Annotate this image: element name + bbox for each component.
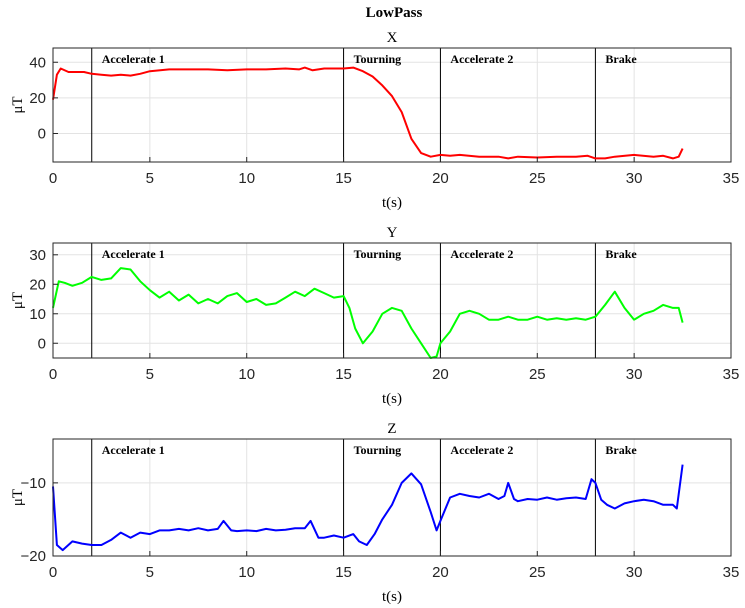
panel-z: Accelerate 1 Tourning Accelerate 2 Brake 0 5 1… [10, 421, 739, 605]
x-tick-label: 35 [723, 366, 740, 383]
y-tick-label: 20 [29, 90, 46, 107]
phase-label: Accelerate 1 [102, 443, 165, 457]
x-tick-label: 25 [529, 366, 546, 383]
y-tick-label: 30 [29, 247, 46, 264]
phase-label: Tourning [354, 52, 402, 66]
phase-label: Brake [605, 52, 637, 66]
phase-label: Tourning [354, 443, 402, 457]
x-tick-label: 20 [432, 366, 449, 383]
x-axis-label: t(s) [382, 589, 402, 605]
subplot-title: Z [387, 421, 396, 437]
x-tick-label: 30 [626, 170, 643, 187]
axes-box [52, 242, 732, 359]
x-tick-label: 10 [238, 170, 255, 187]
x-tick-label: 15 [335, 170, 352, 187]
x-axis-label: t(s) [382, 195, 402, 211]
y-tick-label: 0 [38, 126, 46, 143]
series-line [52, 464, 684, 552]
y-tick-label: 10 [29, 306, 46, 323]
y-axis-label: μT [10, 292, 26, 309]
x-tick-label: 5 [146, 564, 154, 581]
x-tick-label: 0 [49, 564, 57, 581]
x-tick-label: 0 [49, 170, 57, 187]
plot-area [53, 439, 731, 556]
x-tick-label: 5 [146, 170, 154, 187]
x-tick-label: 20 [432, 564, 449, 581]
y-tick-label: 20 [29, 276, 46, 293]
phase-label: Accelerate 1 [102, 52, 165, 66]
y-axis-label: μT [10, 96, 26, 113]
y-tick-label: −20 [21, 548, 46, 565]
phase-label: Accelerate 2 [450, 52, 513, 66]
panel-x: Accelerate 1 Tourning Accelerate 2 Brake 0 5 1… [10, 30, 739, 211]
subplot-title: Y [387, 225, 398, 241]
x-tick-label: 5 [146, 366, 154, 383]
x-tick-label: 35 [723, 170, 740, 187]
phase-label: Accelerate 2 [450, 247, 513, 261]
series-line [52, 267, 684, 359]
plot-area [53, 48, 731, 162]
x-axis-label: t(s) [382, 391, 402, 407]
figure-title: LowPass [366, 5, 423, 21]
phase-label: Brake [605, 443, 637, 457]
subplot-title: X [387, 30, 398, 46]
x-tick-label: 15 [335, 366, 352, 383]
phase-label: Accelerate 2 [450, 443, 513, 457]
series-line [52, 66, 684, 160]
phase-label: Brake [605, 247, 637, 261]
x-tick-label: 20 [432, 170, 449, 187]
axes-box [52, 438, 732, 557]
x-tick-label: 15 [335, 564, 352, 581]
x-tick-label: 25 [529, 170, 546, 187]
axes-box [52, 47, 732, 163]
x-tick-label: 0 [49, 366, 57, 383]
x-tick-label: 35 [723, 564, 740, 581]
x-tick-label: 25 [529, 564, 546, 581]
plot-area [53, 243, 731, 358]
phase-label: Tourning [354, 247, 402, 261]
y-tick-label: −10 [21, 475, 46, 492]
y-tick-label: 40 [29, 54, 46, 71]
panel-y: Accelerate 1 Tourning Accelerate 2 Brake 0 5 1… [10, 225, 739, 407]
x-tick-label: 10 [238, 366, 255, 383]
phase-label: Accelerate 1 [102, 247, 165, 261]
x-tick-label: 30 [626, 564, 643, 581]
x-tick-label: 10 [238, 564, 255, 581]
y-axis-label: μT [10, 489, 26, 506]
y-tick-label: 0 [38, 335, 46, 352]
x-tick-label: 30 [626, 366, 643, 383]
